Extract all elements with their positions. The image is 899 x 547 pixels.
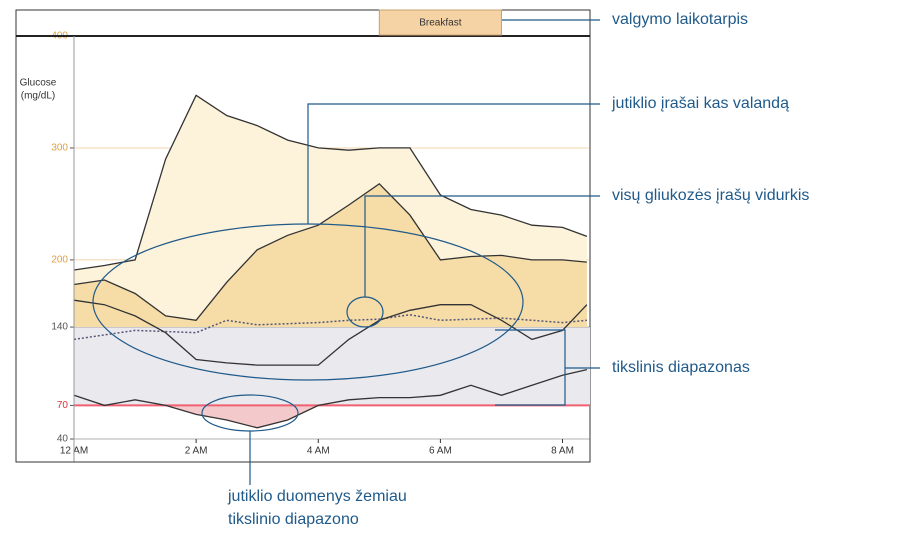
y-tick-label: 200 — [51, 255, 68, 266]
x-tick-label: 2 AM — [185, 446, 208, 457]
annotation: jutiklio duomenys žemiau — [227, 488, 407, 505]
y-axis-label: Glucose — [20, 78, 57, 89]
y-tick-label: 70 — [57, 400, 69, 411]
annotation: visų gliukozės įrašų vidurkis — [612, 187, 809, 204]
callout-line — [307, 103, 600, 224]
y-tick-label: 140 — [51, 322, 68, 333]
series-line — [73, 94, 588, 271]
series-line — [73, 313, 587, 341]
x-tick-label: 4 AM — [307, 446, 330, 457]
x-tick-label: 6 AM — [429, 446, 452, 457]
annotation: jutiklio įrašai kas valandą — [611, 95, 789, 112]
callout-line — [364, 195, 600, 297]
y-tick-label: 40 — [57, 434, 69, 445]
series-line — [73, 182, 587, 321]
y-tick-label: 300 — [51, 143, 68, 154]
series-line — [73, 368, 588, 429]
y-axis-label: (mg/dL) — [21, 91, 55, 102]
series-line — [73, 299, 588, 366]
meal-period — [378, 9, 502, 36]
annotation: valgymo laikotarpis — [612, 11, 748, 28]
meal-label: Breakfast — [419, 18, 461, 29]
area-fill — [74, 183, 587, 328]
annotation: tikslinis diapazonas — [612, 359, 750, 376]
annotation: tikslinio diapazono — [228, 511, 359, 528]
callout-line — [495, 329, 600, 406]
target-range — [74, 327, 590, 406]
x-tick-label: 8 AM — [551, 446, 574, 457]
